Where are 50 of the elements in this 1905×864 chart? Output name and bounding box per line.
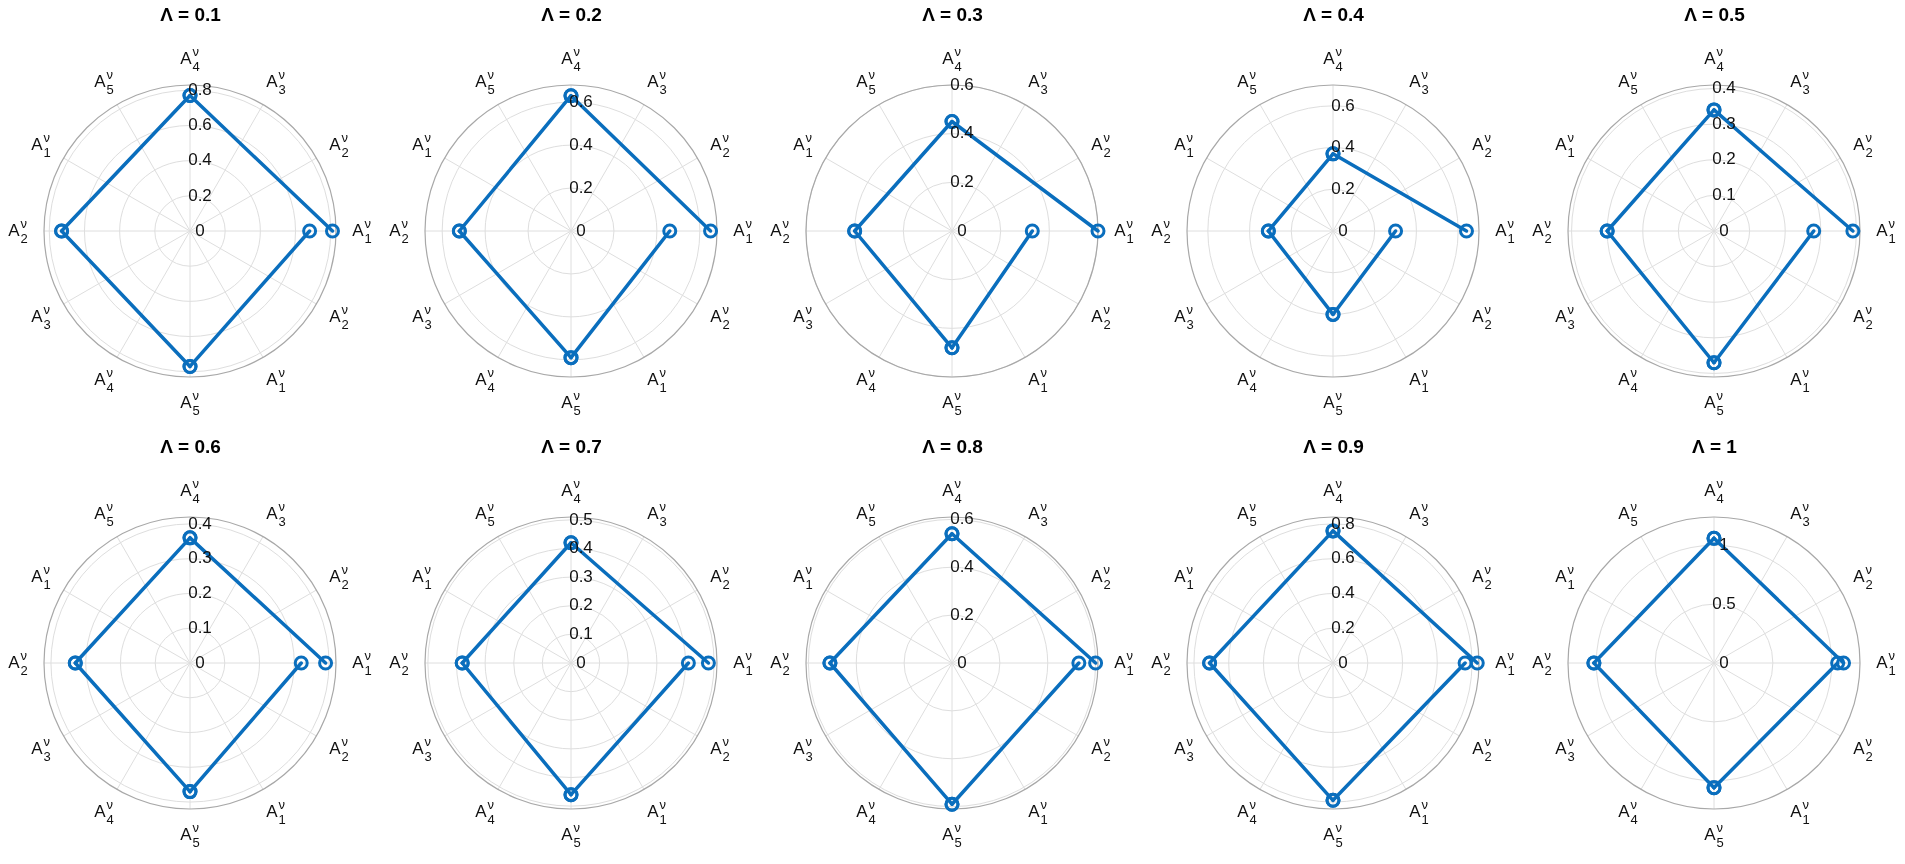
chart-title: Λ = 0.4	[1303, 3, 1365, 25]
y-tick-label: 0.4	[1331, 583, 1355, 603]
y-tick-label: 0	[1719, 652, 1729, 672]
y-tick-label: 0.2	[188, 583, 212, 603]
chart-title: Λ = 0.2	[541, 3, 602, 25]
y-tick-label: 0	[576, 220, 586, 240]
y-tick-label: 0.4	[188, 513, 212, 533]
y-tick-label: 0.5	[1712, 593, 1736, 613]
y-tick-label: 0.2	[1331, 178, 1355, 198]
y-tick-label: 0.6	[1331, 95, 1355, 115]
chart-title: Λ = 0.8	[922, 435, 983, 457]
y-tick-label: 0.2	[569, 177, 593, 197]
y-tick-label: 0.6	[1331, 548, 1355, 568]
chart-title: Λ = 0.9	[1303, 435, 1364, 457]
chart-title: Λ = 0.6	[160, 435, 221, 457]
y-tick-label: 0.4	[188, 150, 212, 170]
y-tick-label: 0	[576, 652, 586, 672]
y-tick-label: 0	[195, 652, 205, 672]
y-tick-label: 0	[957, 652, 967, 672]
y-tick-label: 0	[195, 220, 205, 240]
y-tick-label: 0.2	[950, 172, 974, 192]
y-tick-label: 0.2	[569, 595, 593, 615]
y-tick-label: 0.1	[569, 624, 593, 644]
y-tick-label: 0.3	[569, 566, 593, 586]
y-tick-label: 0.3	[188, 548, 212, 568]
y-tick-label: 0.1	[1712, 185, 1736, 205]
y-tick-label: 0.2	[188, 185, 212, 205]
y-tick-label: 0	[1338, 220, 1348, 240]
y-tick-label: 0.2	[1331, 617, 1355, 637]
y-tick-label: 0.8	[1331, 513, 1355, 533]
chart-title: Λ = 0.5	[1684, 3, 1746, 25]
y-tick-label: 0.6	[950, 509, 974, 529]
y-tick-label: 0.4	[569, 134, 593, 154]
chart-title: Λ = 0.7	[541, 435, 602, 457]
y-tick-label: 0.2	[950, 604, 974, 624]
chart-title: Λ = 0.3	[922, 3, 983, 25]
y-tick-label: 0.4	[1331, 137, 1355, 157]
y-tick-label: 0	[957, 220, 967, 240]
chart-title: Λ = 0.1	[160, 3, 222, 25]
y-tick-label: 0.8	[188, 79, 212, 99]
y-tick-label: 0.6	[188, 115, 212, 135]
chart-title: Λ = 1	[1692, 435, 1738, 457]
y-tick-label: 0.5	[569, 509, 593, 529]
y-tick-label: 0.4	[1712, 78, 1736, 98]
y-tick-label: 0.4	[950, 556, 974, 576]
y-tick-label: 0.1	[188, 617, 212, 637]
y-tick-label: 0	[1338, 652, 1348, 672]
y-tick-label: 0	[1719, 220, 1729, 240]
y-tick-label: 0.6	[950, 74, 974, 94]
y-tick-label: 0.2	[1712, 149, 1736, 169]
